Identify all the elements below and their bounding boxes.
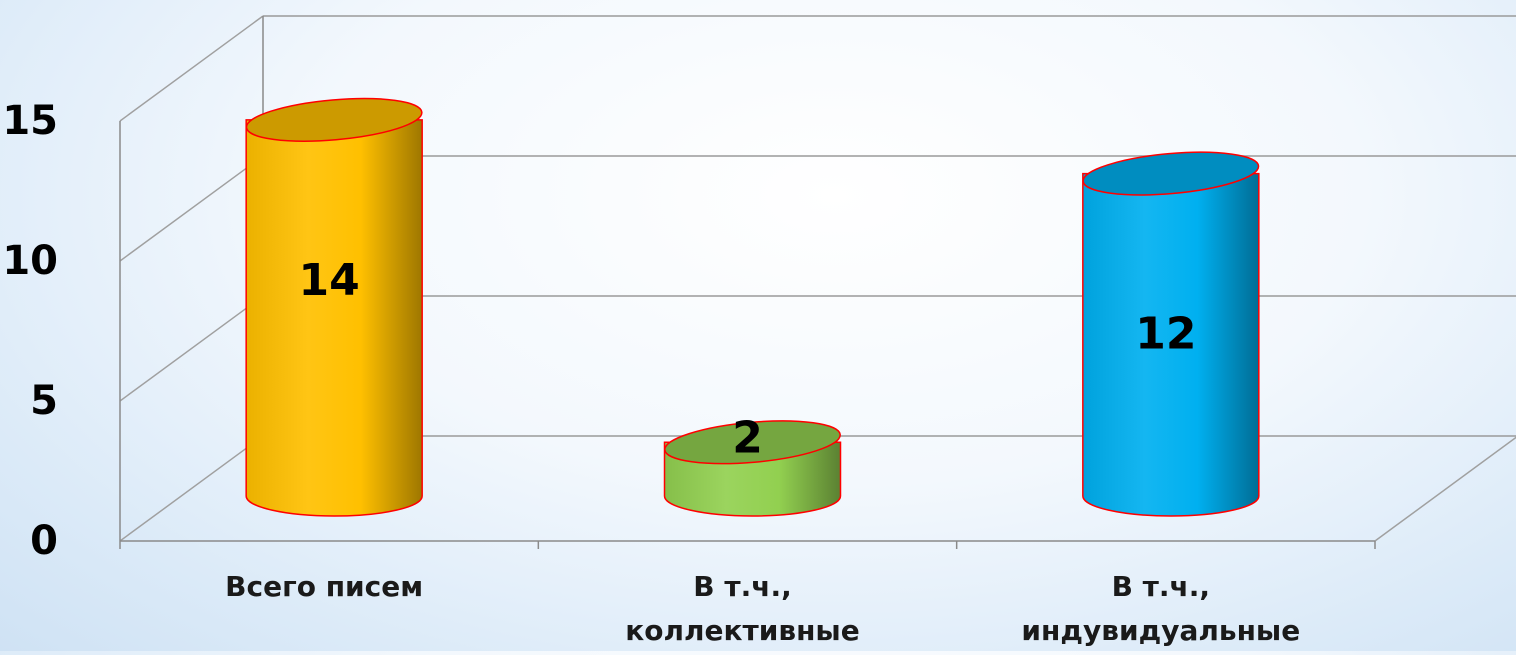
x-tick-label: индувидуальные bbox=[1021, 614, 1300, 647]
y-tick-label: 10 bbox=[2, 238, 58, 284]
grid bbox=[119, 15, 1516, 542]
data-label: 2 bbox=[732, 412, 763, 463]
x-tick-label: В т.ч., bbox=[693, 570, 791, 603]
data-label: 12 bbox=[1135, 309, 1196, 360]
x-tick-label: В т.ч., bbox=[1112, 570, 1210, 603]
x-tick-label: коллективные bbox=[625, 614, 859, 647]
bar-top bbox=[245, 97, 423, 142]
bar bbox=[245, 97, 423, 517]
bars bbox=[245, 97, 1260, 517]
x-tick-label: Всего писем bbox=[225, 570, 423, 603]
y-tick-label: 15 bbox=[2, 98, 58, 144]
gridline-wall bbox=[119, 15, 264, 122]
floor-edge bbox=[1374, 436, 1516, 542]
bar bbox=[663, 420, 842, 517]
bar-top bbox=[1082, 151, 1260, 196]
bar-body bbox=[245, 119, 423, 517]
gridline-wall bbox=[119, 435, 264, 542]
y-tick-label: 5 bbox=[30, 378, 58, 424]
bar-top bbox=[664, 420, 841, 465]
y-tick-label: 0 bbox=[30, 518, 58, 564]
data-label: 14 bbox=[299, 255, 360, 306]
bar bbox=[1082, 151, 1260, 517]
gridline-wall bbox=[119, 155, 264, 262]
labels: 0 5 10 15 Всего писем В т.ч., коллективные В т.… bbox=[2, 98, 1300, 647]
gridline-wall bbox=[119, 295, 264, 402]
bar-body bbox=[1082, 172, 1260, 517]
